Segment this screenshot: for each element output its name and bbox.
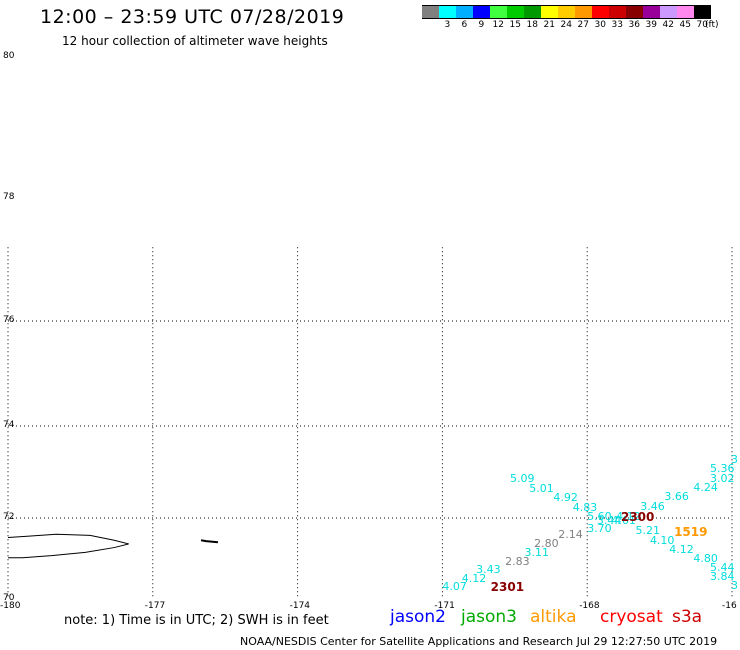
legend-label: 21: [543, 20, 555, 30]
wave-height-value: 5.60: [587, 510, 612, 524]
legend-swatch: [490, 5, 507, 19]
lat-tick-label: 74: [3, 420, 15, 430]
lon-tick-label: -168: [579, 601, 600, 611]
legend-swatch: [643, 5, 660, 19]
wave-height-value: 4.12: [669, 542, 694, 556]
legend-labels: 3 6 9 12 15 18 21 24 27 30 33 36 39 42 45 70 (ft): [422, 19, 719, 31]
legend-label: 42: [662, 20, 674, 30]
legend-label: 12: [492, 20, 504, 30]
coastlines: [7, 533, 219, 559]
wave-height-value: 2.83: [505, 554, 530, 568]
lat-tick-label: 70: [3, 593, 15, 603]
legend-swatch: [575, 5, 592, 19]
wave-height-value: 4.07: [442, 579, 467, 593]
legend-label: 27: [577, 20, 589, 30]
wave-height-value: 4.92: [553, 491, 578, 505]
legend-swatch: [473, 5, 490, 19]
pass-time-label: 2300: [620, 510, 655, 524]
pass-time-label: 1519: [674, 524, 708, 539]
legend-swatch: [694, 5, 711, 19]
legend-swatch: [558, 5, 575, 19]
wave-height-value: 4.12: [461, 571, 487, 585]
legend-label: 33: [611, 20, 623, 30]
coast-islet: [200, 539, 219, 544]
satellite-legend-jason3: jason3: [461, 607, 517, 627]
legend-label: 45: [679, 20, 691, 30]
wave-height-value: 3.11: [524, 546, 549, 560]
lon-tick-label: -177: [144, 601, 166, 611]
legend-swatch: [626, 5, 643, 19]
legend-swatch: [541, 5, 558, 19]
wave-height-value: 3: [731, 452, 738, 466]
legend-swatch: [592, 5, 609, 19]
lat-tick-label: 76: [3, 315, 15, 325]
wave-height-value: 3.70: [587, 522, 612, 536]
satellite-legend-jason2: jason2: [390, 607, 446, 627]
legend-label: 39: [645, 20, 657, 30]
wave-height-value: 3.44: [596, 514, 622, 528]
wave-height-color-legend: 3 6 9 12 15 18 21 24 27 30 33 36 39 42 45 70 (ft): [422, 5, 719, 31]
legend-swatch: [660, 5, 677, 19]
legend-label: 15: [509, 20, 521, 30]
legend-label: 36: [628, 20, 640, 30]
wave-height-value: 5.21: [635, 523, 660, 537]
legend-label: 70: [696, 20, 708, 30]
wave-height-value: 4.61: [611, 514, 636, 528]
wave-height-value: 3.46: [640, 499, 665, 513]
lat-tick-label: 80: [3, 51, 15, 61]
wave-height-value: 2.14: [558, 528, 583, 541]
chart-title: 12:00 – 23:59 UTC 07/28/2019: [40, 6, 345, 28]
wave-height-value: 4.24: [693, 481, 718, 495]
legend-swatch: [677, 5, 694, 19]
wave-height-value: 4.83: [572, 500, 598, 514]
wave-height-value: 3.84: [710, 570, 735, 584]
legend-unit: (ft): [705, 20, 719, 30]
legend-swatches: [422, 5, 711, 19]
wave-height-value: 3.02: [710, 471, 735, 485]
lon-tick-label: -180: [0, 601, 21, 611]
altimeter-map: [7, 247, 733, 599]
lon-tick-label: -171: [434, 601, 455, 611]
lon-tick-label: -16: [722, 601, 737, 611]
legend-swatch: [439, 5, 456, 19]
wave-height-value: 4.10: [649, 534, 675, 548]
wave-height-value: 4.80: [693, 552, 718, 566]
coast-main: [7, 533, 129, 559]
wave-height-value: 4.12: [616, 510, 641, 524]
wave-height-value: 5.01: [529, 482, 554, 496]
wave-height-value: 5.44: [710, 560, 735, 574]
legend-label: 6: [461, 20, 468, 30]
satellite-legend-cryosat: cryosat: [600, 607, 663, 627]
wave-height-value: 5.36: [710, 461, 735, 475]
lat-tick-label: 78: [3, 192, 15, 202]
satellite-legend-altika: altika: [530, 607, 577, 627]
lon-tick-label: -174: [289, 601, 311, 611]
legend-swatch: [507, 5, 524, 19]
legend-label: 24: [560, 20, 572, 30]
footer-credit: NOAA/NESDIS Center for Satellite Applica…: [240, 635, 718, 648]
units-note: note: 1) Time is in UTC; 2) SWH is in fe…: [64, 613, 329, 628]
map-grid: [7, 247, 733, 599]
legend-swatch: [524, 5, 541, 19]
legend-label: 3: [444, 20, 451, 30]
legend-swatch: [609, 5, 626, 19]
wave-height-value: 5.09: [509, 471, 535, 485]
wave-height-value: 2.80: [534, 536, 559, 550]
chart-subtitle: 12 hour collection of altimeter wave hei…: [62, 34, 328, 48]
legend-label: 18: [526, 20, 538, 30]
wave-height-value: 3.66: [664, 489, 689, 503]
satellite-legend-s3a: s3a: [672, 607, 703, 627]
legend-swatch: [422, 5, 439, 19]
wave-height-value: 3.43: [476, 563, 501, 577]
legend-swatch: [456, 5, 473, 19]
legend-label: 9: [478, 20, 485, 30]
legend-label: 30: [594, 20, 606, 30]
lat-tick-label: 72: [3, 512, 15, 522]
wave-height-value: 3: [731, 579, 738, 593]
pass-time-label: 2301: [490, 579, 525, 594]
